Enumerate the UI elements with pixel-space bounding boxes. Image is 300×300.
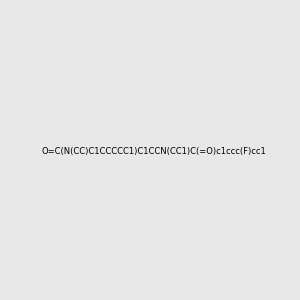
Text: O=C(N(CC)C1CCCCC1)C1CCN(CC1)C(=O)c1ccc(F)cc1: O=C(N(CC)C1CCCCC1)C1CCN(CC1)C(=O)c1ccc(F… <box>41 147 266 156</box>
